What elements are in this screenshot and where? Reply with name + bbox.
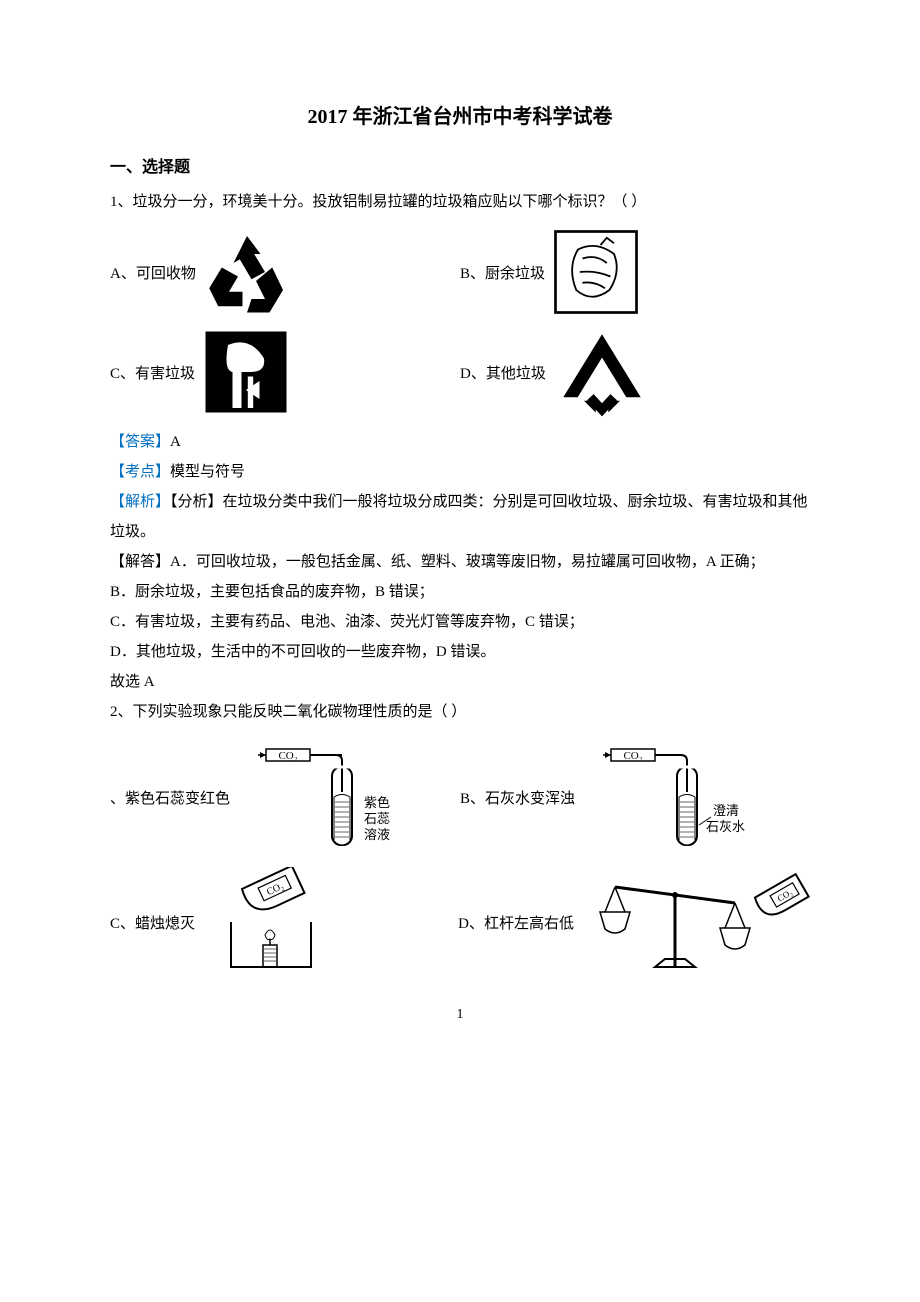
q1-optC-label: C、有害垃圾: [110, 362, 195, 383]
kd-label: 【考点】: [110, 464, 170, 480]
an-label: 【解析】: [110, 494, 170, 510]
q2-optB-cell: B、石灰水变浑浊 CO₂: [460, 737, 810, 857]
q1-jdB: B．厨余垃圾，主要包括食品的废弃物，B 错误；: [110, 577, 810, 607]
kitchen-waste-icon: [551, 227, 641, 317]
q1-optB-cell: B、厨余垃圾: [460, 227, 810, 317]
section-header: 一、选择题: [110, 153, 810, 177]
q1-optA-label: A、可回收物: [110, 262, 196, 283]
q1-analysis: 【解析】【分析】在垃圾分类中我们一般将垃圾分成四类：分别是可回收垃圾、厨余垃圾、…: [110, 487, 810, 547]
q1-jdD: D．其他垃圾，生活中的不可回收的一些废弃物，D 错误。: [110, 637, 810, 667]
q1-row2: C、有害垃圾 D、其他垃圾: [110, 327, 810, 417]
hazardous-waste-icon: [201, 327, 291, 417]
other-waste-icon: [552, 327, 652, 417]
q1-optC-cell: C、有害垃圾: [110, 327, 460, 417]
co2-text: CO₂: [278, 750, 297, 762]
q1-jd: 【解答】A．可回收垃圾，一般包括金属、纸、塑料、玻璃等废旧物，易拉罐属可回收物，…: [110, 547, 810, 577]
ans-label: 【答案】: [110, 434, 170, 450]
label-b2: 石灰水: [706, 819, 745, 834]
q1-optB-label: B、厨余垃圾: [460, 262, 545, 283]
co2-text-d: CO₂: [776, 887, 795, 903]
q1-optD-cell: D、其他垃圾: [460, 327, 810, 417]
q1-optD-label: D、其他垃圾: [460, 362, 546, 383]
q2-row1: 、紫色石蕊变红色 CO₂: [110, 737, 810, 857]
label-a3: 溶液: [364, 827, 390, 842]
ans-val: A: [170, 434, 181, 450]
q2-optD-cell: D、杠杆左高右低 CO₂: [458, 867, 810, 977]
co2-text-b: CO₂: [623, 750, 642, 762]
limewater-apparatus-icon: CO₂ 澄清 石灰水: [581, 737, 761, 857]
q1-row1: A、可回收物 B、厨余垃圾: [110, 227, 810, 317]
candle-apparatus-icon: CO₂: [201, 867, 351, 977]
jd-A: A．可回收垃圾，一般包括金属、纸、塑料、玻璃等废旧物，易拉罐属可回收物，A 正确…: [170, 554, 765, 570]
page-number: 1: [110, 1007, 810, 1023]
q2-optC-cell: C、蜡烛熄灭 CO₂: [110, 867, 458, 977]
q2-stem: 2、下列实验现象只能反映二氧化碳物理性质的是（ ）: [110, 697, 810, 727]
q2-row2: C、蜡烛熄灭 CO₂: [110, 867, 810, 977]
q2-optA-label: 、紫色石蕊变红色: [110, 787, 230, 808]
q1-jdC: C．有害垃圾，主要有药品、电池、油漆、荧光灯管等废弃物，C 错误；: [110, 607, 810, 637]
q1-answer: 【答案】A: [110, 427, 810, 457]
label-a1: 紫色: [364, 795, 390, 810]
recycle-icon: [202, 227, 292, 317]
q2-optD-label: D、杠杆左高右低: [458, 912, 574, 933]
label-b1: 澄清: [713, 803, 739, 818]
kd-val: 模型与符号: [170, 464, 245, 480]
q2-optB-label: B、石灰水变浑浊: [460, 787, 575, 808]
litmus-apparatus-icon: CO₂ 紫色 石蕊 溶液: [236, 737, 406, 857]
page-title: 2017 年浙江省台州市中考科学试卷: [110, 100, 810, 129]
label-a2: 石蕊: [364, 811, 390, 826]
balance-apparatus-icon: CO₂: [580, 867, 810, 977]
q2-optC-label: C、蜡烛熄灭: [110, 912, 195, 933]
an-sub: 【分析】: [170, 494, 223, 510]
q1-jdEnd: 故选 A: [110, 667, 810, 697]
q1-stem: 1、垃圾分一分，环境美十分。投放铝制易拉罐的垃圾箱应贴以下哪个标识？（ ）: [110, 187, 810, 217]
q1-kaodian: 【考点】模型与符号: [110, 457, 810, 487]
q2-optA-cell: 、紫色石蕊变红色 CO₂: [110, 737, 460, 857]
jd-label: 【解答】: [110, 554, 170, 570]
q1-optA-cell: A、可回收物: [110, 227, 460, 317]
